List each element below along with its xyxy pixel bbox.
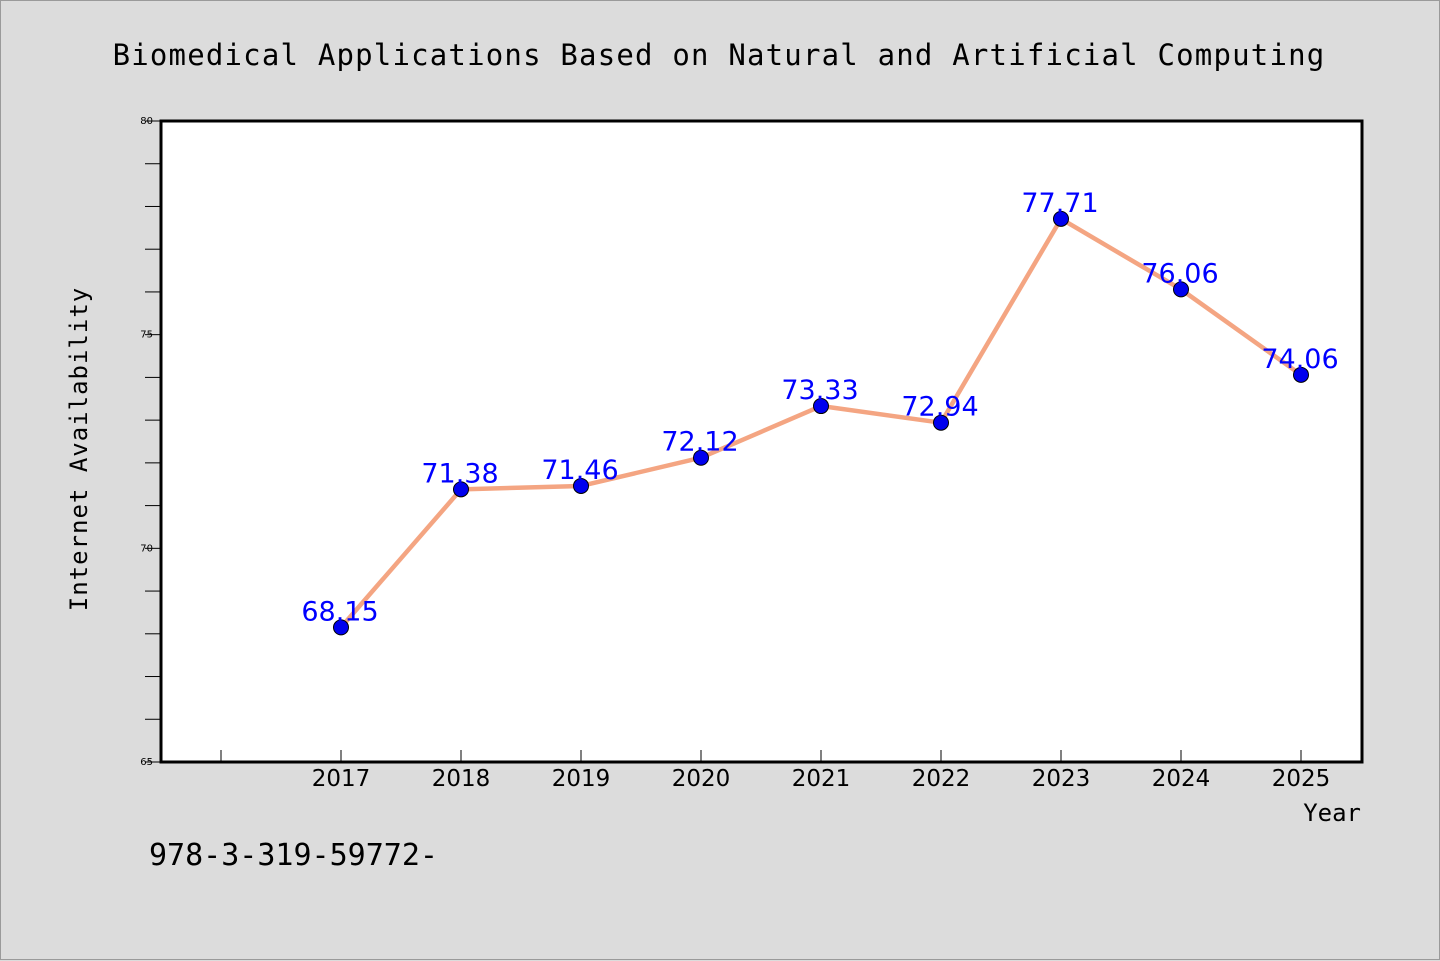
data-point: [693, 449, 709, 466]
y-tick-label: 75: [140, 330, 153, 341]
y-axis: 65 70 75 80: [140, 116, 161, 768]
y-tick-label: 65: [140, 757, 153, 768]
x-tick-label: 2024: [1152, 766, 1211, 792]
x-axis-label: Year: [1303, 799, 1361, 827]
x-tick-label: 2020: [672, 766, 731, 792]
data-point: [1173, 281, 1189, 298]
data-label: 71.38: [421, 458, 498, 489]
data-point: [1053, 210, 1069, 227]
plot-area: [159, 119, 1364, 764]
x-tick-label: 2021: [792, 766, 851, 792]
marker-group: [333, 210, 1309, 636]
data-point: [933, 414, 949, 431]
x-tick-label: 2017: [312, 766, 371, 792]
data-label: 71.46: [541, 455, 618, 486]
data-label: 68.15: [301, 596, 378, 627]
data-label: 72.94: [901, 392, 978, 423]
x-tick-label: 2019: [552, 766, 611, 792]
data-point: [333, 619, 349, 636]
data-point: [813, 398, 829, 415]
x-tick-label: 2025: [1272, 766, 1331, 792]
data-point: [1293, 366, 1309, 383]
chart-title: Biomedical Applications Based on Natural…: [113, 38, 1326, 72]
data-label: 73.33: [781, 375, 858, 406]
x-axis: 2017 2018 2019 2020 2021 2022 2023 2024 2025: [220, 750, 1331, 792]
value-label-group: 68.15 71.38 71.46 72.12 73.33 72.94 77.71 76.06…: [301, 188, 1338, 628]
data-label: 76.06: [1141, 258, 1218, 289]
x-tick-label: 2022: [912, 766, 971, 792]
data-point: [453, 481, 469, 498]
y-axis-label: Internet Availability: [65, 287, 93, 611]
y-tick-label: 70: [140, 543, 153, 554]
x-tick-label: 2018: [432, 766, 491, 792]
data-point: [573, 477, 589, 494]
y-tick-label: 80: [140, 116, 153, 127]
data-label: 77.71: [1021, 188, 1098, 219]
x-tick-label: 2023: [1032, 766, 1091, 792]
data-label: 74.06: [1261, 344, 1338, 375]
data-label: 72.12: [661, 427, 738, 458]
footer-text: 978-3-319-59772-: [149, 838, 438, 873]
